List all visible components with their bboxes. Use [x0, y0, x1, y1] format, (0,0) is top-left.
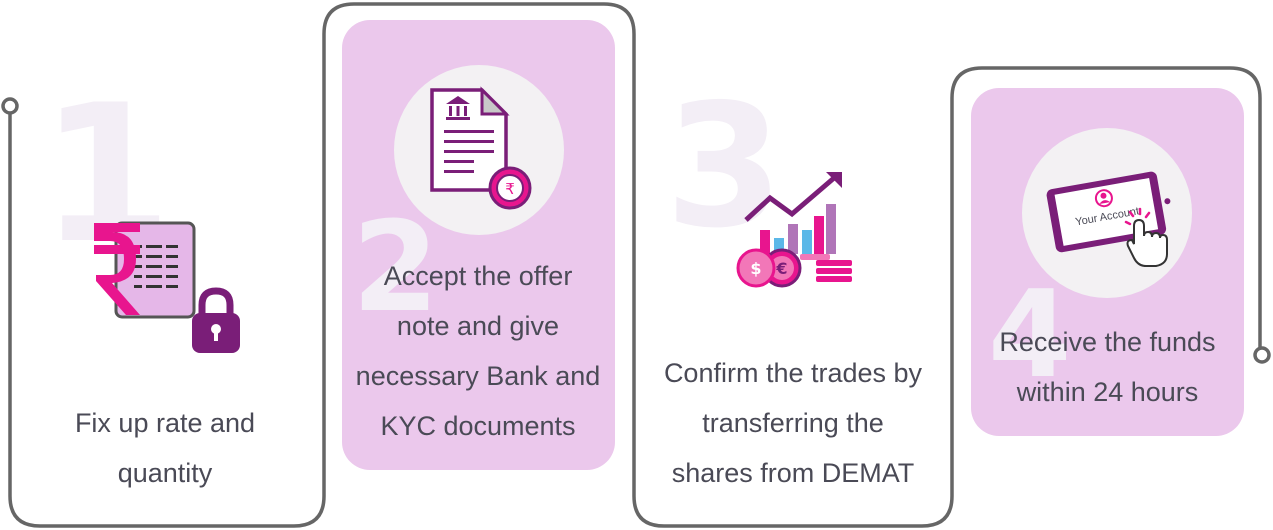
growth-chart-coins-icon: € $: [736, 172, 852, 288]
svg-text:€: €: [775, 259, 787, 278]
svg-text:$: $: [750, 259, 761, 278]
connector-end-dot: [1253, 346, 1271, 364]
svg-text:₹: ₹: [505, 180, 515, 198]
step-2-text: Accept the offer note and give necessary…: [355, 261, 601, 441]
connector-start-dot: [1, 97, 19, 115]
step-2-number: 2: [352, 195, 439, 340]
step-4-number: 4: [988, 266, 1072, 405]
bank-document-icon: ₹: [430, 86, 532, 210]
tablet-account-icon: Your Account: [1046, 171, 1171, 267]
step-4-text: Receive the funds within 24 hours: [999, 327, 1216, 407]
step-3-number: 3: [665, 68, 784, 266]
rupee-lock-icon: [94, 221, 240, 353]
step-1-text: Fix up rate and quantity: [74, 408, 256, 488]
step-3-text: Confirm the trades by transferring the s…: [663, 358, 923, 488]
